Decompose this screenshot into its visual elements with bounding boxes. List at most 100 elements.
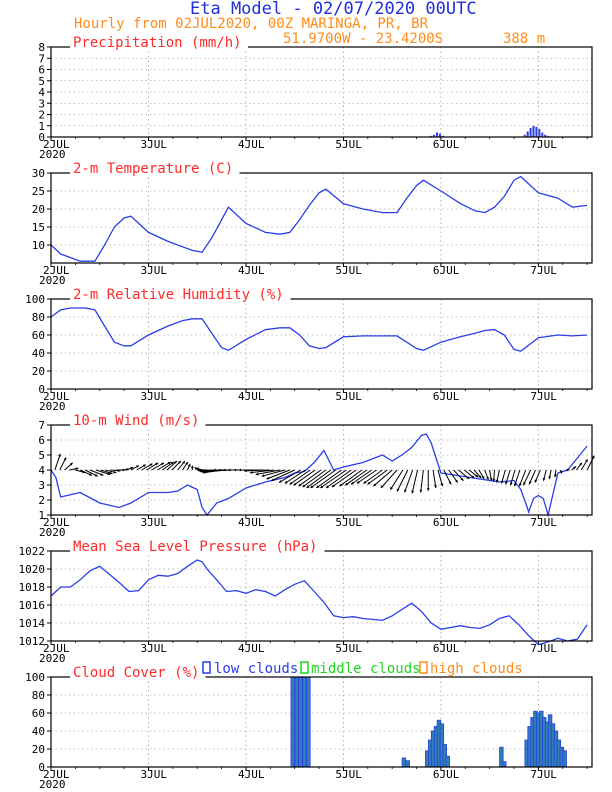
wind-arrow [372, 469, 393, 487]
wind-arrow-head [238, 468, 241, 472]
precip-ytick-label: 2 [38, 109, 45, 122]
wind-arrow-head [149, 463, 153, 467]
precip-bar [526, 131, 529, 137]
wind-arrow-head [585, 459, 588, 463]
wind-arrow-head [161, 462, 164, 466]
wind-arrow-head [478, 475, 482, 479]
wind-xtick-label: 6JUL [433, 516, 460, 529]
precip-ytick-label: 7 [38, 52, 45, 65]
wind-arrow-head [404, 489, 407, 493]
wind-arrow-head [217, 468, 221, 472]
wind-arrow-head [266, 476, 270, 480]
wind-arrow [432, 469, 437, 489]
wind-arrow [331, 469, 357, 488]
rh-title: 2-m Relative Humidity (%) [73, 287, 284, 303]
panel-cloud: 0 20 40 60 80 100 2JUL 3JUL 4JUL 5JUL 6JUL 7JUL 2020… [25, 665, 593, 791]
cloud-xtick-label: 5JUL [335, 768, 362, 781]
wind-arrow-head [373, 483, 377, 487]
mslp-xtick-label: 2JUL [43, 642, 70, 655]
wind-arrow-head [69, 462, 73, 466]
wind-xtick-label: 3JUL [140, 516, 167, 529]
wind-arrow-head [440, 483, 444, 487]
precip-bar [538, 129, 541, 137]
mslp-ytick-label: 1016 [19, 599, 46, 612]
wind-arrow [367, 469, 388, 485]
temp-xtick-label: 2JUL [43, 264, 70, 277]
wind-arrow [302, 469, 327, 488]
wind-arrow-head [306, 485, 310, 488]
cloud-xtick-label: 4JUL [238, 768, 265, 781]
cloud-low-bar [302, 676, 307, 768]
legend-high-label: high clouds [430, 661, 523, 677]
wind-arrow-head [351, 481, 354, 485]
wind-arrow [586, 455, 595, 471]
precip-bar [535, 126, 538, 137]
wind-arrow [255, 469, 281, 475]
wind-arrow-head [284, 480, 288, 484]
wind-arrow-head [426, 488, 430, 491]
wind-arrow-head [528, 481, 532, 485]
wind-arrow-head [298, 483, 302, 487]
wind-ytick-label: 1 [38, 509, 45, 522]
precip-bar [438, 133, 441, 137]
wind-arrow-head [170, 461, 174, 465]
wind-arrow-head [509, 482, 513, 486]
wind-arrow-head [523, 482, 526, 486]
temp-ytick-label: 15 [32, 221, 45, 234]
wind-xtick-label: 4JUL [238, 516, 265, 529]
precip-ytick-label: 5 [38, 75, 45, 88]
wind-arrow-head [58, 453, 61, 457]
wind-arrow [411, 469, 419, 494]
wind-arrow-head [434, 485, 437, 488]
rh-ytick-label: 60 [32, 329, 45, 342]
forecast-subtitle: Hourly from 02JUL2020, 00Z MARINGA, PR, … [74, 16, 429, 32]
rh-xtick-label: 2JUL [43, 390, 70, 403]
rh-xtick-label: 6JUL [433, 390, 460, 403]
precip-ytick-label: 4 [38, 86, 45, 99]
wind-arrow-head [178, 461, 181, 464]
wind-arrow-head [289, 481, 293, 485]
precip-xtick-label: 4JUL [238, 138, 265, 151]
wind-arrow-head [356, 480, 360, 484]
wind-arrow [54, 453, 61, 471]
cloud-frame [50, 676, 593, 768]
temp-ytick-label: 10 [32, 239, 45, 252]
legend-high-swatch [419, 661, 428, 674]
wind-arrow [261, 469, 286, 477]
wind-arrow-head [500, 480, 504, 484]
wind-arrow-head [109, 471, 113, 475]
cloud-legend: low clouds middle clouds high clouds [202, 661, 523, 677]
mslp-year-label: 2020 [39, 652, 66, 665]
wind-arrow-head [261, 474, 265, 477]
cloud-xtick-label: 6JUL [433, 768, 460, 781]
wind-arrow [437, 469, 443, 487]
wind-arrow-head [367, 481, 371, 485]
precip-frame [50, 46, 593, 138]
wind-arrow [396, 469, 409, 492]
wind-arrow-head [419, 489, 423, 493]
temp-xtick-label: 6JUL [433, 264, 460, 277]
wind-xtick-label: 5JUL [335, 516, 362, 529]
wind-arrow [339, 469, 363, 487]
wind-title-bg [70, 413, 206, 428]
cloud-ytick-label: 100 [25, 671, 45, 684]
wind-arrow-head [187, 463, 191, 467]
wind-arrow [284, 469, 306, 484]
mslp-series-line [50, 559, 588, 646]
rh-xtick-label: 3JUL [140, 390, 167, 403]
precip-bar [544, 134, 547, 137]
wind-arrow [513, 469, 521, 487]
temp-xtick-label: 4JUL [238, 264, 265, 277]
cloud-ytick-label: 0 [38, 761, 45, 774]
temp-ytick-label: 20 [32, 203, 45, 216]
precip-ytick-label: 3 [38, 97, 45, 110]
wind-arrow-head [411, 490, 415, 494]
wind-arrow [293, 469, 316, 486]
mslp-ytick-label: 1014 [19, 617, 46, 630]
panel-mslp: 1012 1014 1016 1018 1020 1022 2JUL 3JUL 4JUL 5JUL… [19, 539, 593, 665]
wind-arrow-head [213, 468, 216, 472]
mslp-ytick-label: 1022 [19, 545, 46, 558]
mslp-title: Mean Sea Level Pressure (hPa) [73, 539, 317, 555]
legend-middle-label: middle clouds [311, 661, 421, 677]
